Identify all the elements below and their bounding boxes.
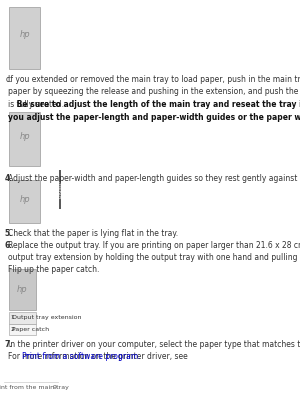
Text: 1: 1 [10, 316, 14, 320]
FancyBboxPatch shape [9, 269, 36, 310]
Text: Paper catch: Paper catch [12, 326, 49, 332]
Text: Check that the paper is lying flat in the tray.: Check that the paper is lying flat in th… [8, 229, 178, 238]
Text: 4.: 4. [5, 174, 13, 183]
Text: Print from a software program.: Print from a software program. [22, 352, 141, 361]
Text: Print from the main tray: Print from the main tray [0, 385, 69, 390]
Text: 6.: 6. [5, 241, 13, 250]
Text: hp: hp [17, 285, 28, 294]
Text: output tray extension by holding the output tray with one hand and pulling out t: output tray extension by holding the out… [8, 253, 300, 262]
Text: c.: c. [5, 75, 12, 84]
Text: Flip up the paper catch.: Flip up the paper catch. [8, 265, 99, 274]
Text: Be sure to adjust the length of the main tray and reseat the tray in the printer: Be sure to adjust the length of the main… [14, 100, 300, 109]
Text: paper by squeezing the release and pushing in the extension, and push the tray b: paper by squeezing the release and pushi… [8, 87, 300, 97]
Text: 2: 2 [10, 326, 14, 332]
Text: hp: hp [19, 30, 30, 40]
FancyBboxPatch shape [9, 7, 40, 69]
Text: hp: hp [19, 195, 30, 204]
Text: For more information on the printer driver, see: For more information on the printer driv… [8, 352, 190, 361]
Bar [9, 312, 36, 324]
Text: 9: 9 [52, 385, 57, 390]
Bar [9, 324, 36, 335]
Text: English: English [57, 180, 62, 198]
Text: Replace the output tray. If you are printing on paper larger than 21.6 x 28 cm (: Replace the output tray. If you are prin… [8, 241, 300, 250]
FancyBboxPatch shape [9, 180, 40, 223]
Text: is fully seated.: is fully seated. [8, 100, 64, 109]
Text: Adjust the paper-width and paper-length guides so they rest gently against the e: Adjust the paper-width and paper-length … [8, 174, 300, 183]
Text: 5.: 5. [5, 229, 13, 238]
Text: In the printer driver on your computer, select the paper type that matches the t: In the printer driver on your computer, … [8, 340, 300, 349]
Text: you adjust the paper-length and paper-width guides or the paper will jam.: you adjust the paper-length and paper-wi… [8, 113, 300, 122]
FancyBboxPatch shape [9, 113, 40, 166]
Text: 7.: 7. [5, 340, 13, 349]
Text: hp: hp [19, 132, 30, 141]
Text: If you extended or removed the main tray to load paper, push in the main tray ex: If you extended or removed the main tray… [8, 75, 300, 84]
FancyBboxPatch shape [58, 170, 61, 209]
Text: Output tray extension: Output tray extension [12, 316, 82, 320]
